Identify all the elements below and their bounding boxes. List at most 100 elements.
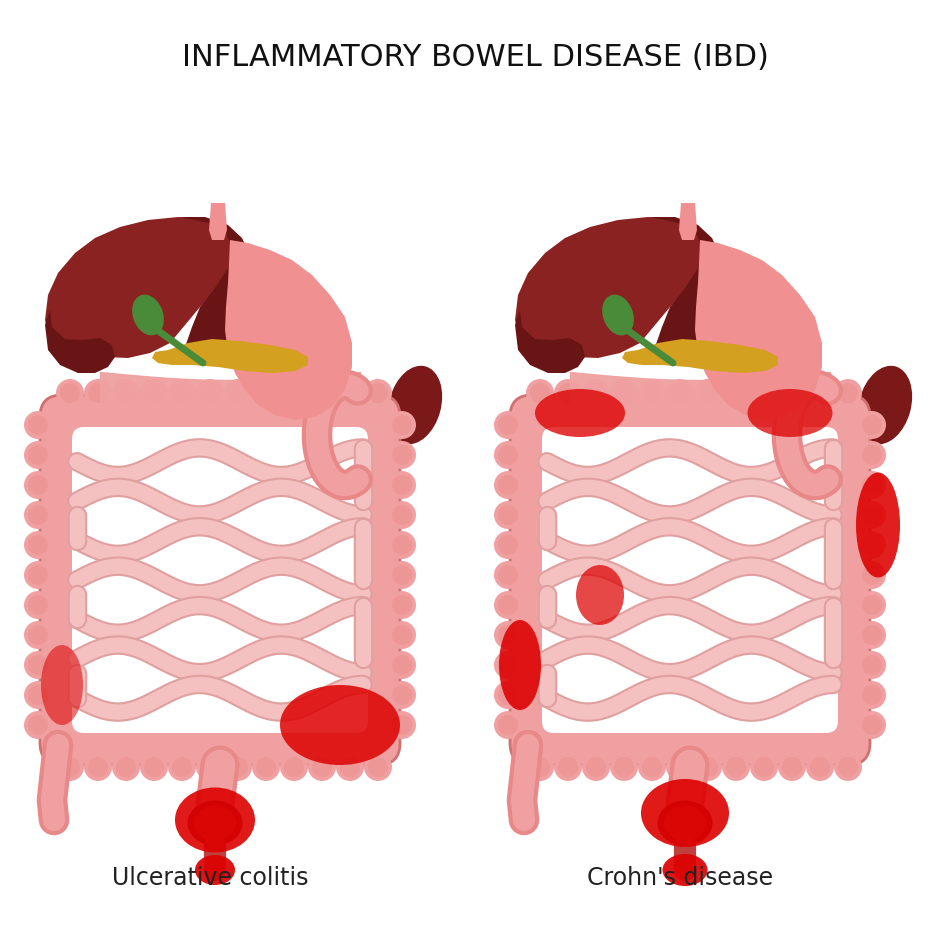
Circle shape — [224, 379, 252, 407]
Circle shape — [862, 655, 882, 675]
Circle shape — [24, 711, 52, 739]
Circle shape — [862, 625, 882, 645]
Circle shape — [60, 383, 80, 403]
Text: Ulcerative colitis: Ulcerative colitis — [112, 866, 308, 890]
Ellipse shape — [41, 645, 83, 725]
Circle shape — [862, 595, 882, 615]
Circle shape — [112, 379, 140, 407]
Circle shape — [24, 531, 52, 559]
Circle shape — [280, 379, 308, 407]
Circle shape — [554, 379, 582, 407]
Polygon shape — [679, 203, 697, 240]
Circle shape — [498, 505, 518, 525]
Circle shape — [168, 379, 196, 407]
Ellipse shape — [641, 779, 729, 847]
Circle shape — [862, 565, 882, 585]
Circle shape — [750, 753, 778, 781]
Polygon shape — [695, 240, 822, 420]
Circle shape — [494, 441, 522, 469]
Circle shape — [698, 383, 718, 403]
Circle shape — [28, 415, 48, 435]
Circle shape — [388, 471, 416, 499]
Polygon shape — [152, 339, 308, 373]
Circle shape — [582, 753, 610, 781]
Circle shape — [392, 565, 412, 585]
Circle shape — [336, 753, 364, 781]
Circle shape — [858, 591, 886, 619]
Circle shape — [28, 445, 48, 465]
Circle shape — [806, 753, 834, 781]
Ellipse shape — [132, 294, 163, 335]
Circle shape — [862, 535, 882, 555]
Circle shape — [858, 441, 886, 469]
Circle shape — [24, 561, 52, 589]
Circle shape — [312, 383, 332, 403]
Circle shape — [526, 379, 554, 407]
Circle shape — [642, 757, 662, 777]
Circle shape — [284, 383, 304, 403]
Circle shape — [586, 383, 606, 403]
Circle shape — [498, 595, 518, 615]
Circle shape — [388, 561, 416, 589]
Circle shape — [28, 595, 48, 615]
Circle shape — [494, 621, 522, 649]
Circle shape — [364, 379, 392, 407]
Circle shape — [392, 415, 412, 435]
Circle shape — [172, 383, 192, 403]
Circle shape — [24, 501, 52, 529]
Ellipse shape — [602, 294, 634, 335]
Circle shape — [858, 681, 886, 709]
Circle shape — [88, 383, 108, 403]
Circle shape — [312, 757, 332, 777]
Polygon shape — [225, 240, 352, 420]
Circle shape — [494, 681, 522, 709]
Circle shape — [368, 757, 388, 777]
Circle shape — [694, 753, 722, 781]
Circle shape — [810, 757, 830, 777]
Circle shape — [494, 651, 522, 679]
Circle shape — [498, 685, 518, 705]
Polygon shape — [209, 203, 227, 240]
Circle shape — [834, 379, 862, 407]
Circle shape — [392, 685, 412, 705]
Circle shape — [224, 753, 252, 781]
Circle shape — [28, 475, 48, 495]
Circle shape — [228, 757, 248, 777]
Circle shape — [530, 757, 550, 777]
Ellipse shape — [187, 801, 242, 846]
Circle shape — [392, 655, 412, 675]
Circle shape — [24, 651, 52, 679]
FancyBboxPatch shape — [542, 427, 838, 733]
Polygon shape — [45, 310, 115, 373]
Circle shape — [252, 753, 280, 781]
Circle shape — [340, 757, 360, 777]
Circle shape — [726, 757, 746, 777]
Ellipse shape — [576, 565, 624, 625]
Circle shape — [806, 379, 834, 407]
Circle shape — [172, 757, 192, 777]
Circle shape — [368, 383, 388, 403]
Circle shape — [24, 681, 52, 709]
Ellipse shape — [195, 855, 235, 885]
Circle shape — [28, 685, 48, 705]
Circle shape — [392, 475, 412, 495]
Circle shape — [494, 591, 522, 619]
Circle shape — [494, 471, 522, 499]
Circle shape — [858, 411, 886, 439]
Circle shape — [862, 415, 882, 435]
Circle shape — [498, 445, 518, 465]
Circle shape — [200, 383, 220, 403]
Circle shape — [56, 753, 84, 781]
Circle shape — [862, 475, 882, 495]
Circle shape — [582, 379, 610, 407]
Circle shape — [858, 621, 886, 649]
Circle shape — [140, 753, 168, 781]
Circle shape — [388, 441, 416, 469]
Ellipse shape — [388, 366, 442, 445]
Circle shape — [284, 757, 304, 777]
Circle shape — [834, 753, 862, 781]
Circle shape — [858, 531, 886, 559]
Ellipse shape — [499, 620, 541, 710]
Circle shape — [60, 757, 80, 777]
Polygon shape — [622, 339, 778, 373]
